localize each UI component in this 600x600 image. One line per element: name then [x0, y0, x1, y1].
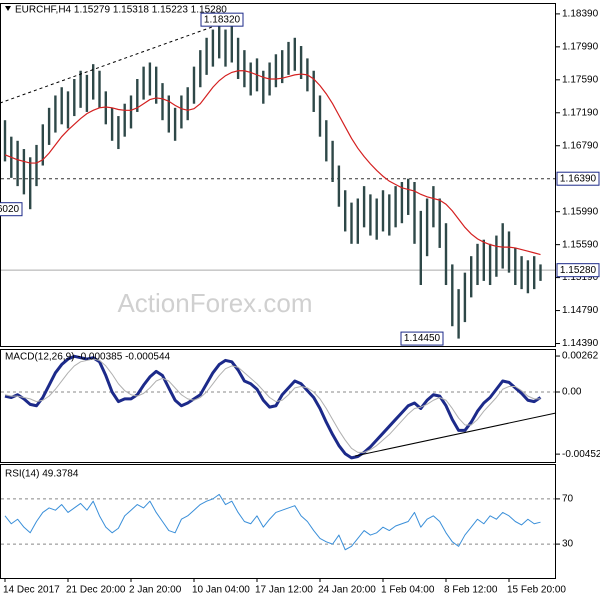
x-tick-label: 14 Dec 2017 — [3, 585, 60, 596]
price-label-box — [0, 202, 23, 217]
price-label-box — [200, 12, 244, 27]
x-tick-label: 15 Feb 20:00 — [507, 585, 566, 596]
x-tick-label: 1 Feb 04:00 — [381, 585, 435, 596]
y-tick-label: 1.15590 — [562, 239, 599, 250]
rsi-title: RSI(14) 49.3784 — [5, 469, 79, 480]
y-tick-label: 1.16790 — [562, 140, 599, 151]
y-tick-label: 70 — [562, 494, 574, 505]
price-panel — [0, 3, 556, 347]
x-tick-label: 21 Dec 20:00 — [66, 585, 126, 596]
price-label: 1.16020 — [0, 204, 20, 215]
y-tick-label: 1.15190 — [562, 272, 599, 283]
y-tick-label: -0.004526 — [562, 449, 600, 460]
x-tick-label: 24 Jan 20:00 — [318, 585, 376, 596]
y-tick-label: 1.17990 — [562, 41, 599, 52]
moving-average — [4, 70, 541, 256]
price-label: 1.18320 — [204, 14, 241, 25]
macd-title: MACD(12,26,9) -0.000385 -0.000544 — [5, 352, 171, 363]
y-tick-label: 1.17190 — [562, 107, 599, 118]
price-label-box — [400, 331, 444, 346]
x-tick-label: 2 Jan 20:00 — [129, 585, 182, 596]
x-tick-label: 17 Jan 12:00 — [255, 585, 313, 596]
indicator-line — [4, 358, 541, 453]
price-label-box — [556, 263, 600, 278]
trend-line — [0, 21, 227, 104]
price-label: 1.16390 — [560, 173, 597, 184]
menu-triangle — [5, 6, 11, 11]
macd-panel — [0, 349, 556, 463]
y-tick-label: 0.00 — [562, 387, 582, 398]
chart-title: EURCHF,H4 1.15279 1.15318 1.15223 1.1528… — [15, 5, 227, 16]
x-tick-label: 8 Feb 12:00 — [444, 585, 498, 596]
price-label: 1.14450 — [404, 333, 441, 344]
y-tick-label: 0.00262 — [562, 351, 599, 362]
y-tick-label: 1.15990 — [562, 206, 599, 217]
y-tick-label: 1.18390 — [562, 9, 599, 20]
y-tick-label: 1.17590 — [562, 74, 599, 85]
y-tick-label: 30 — [562, 539, 574, 550]
macd-trend-line — [354, 412, 557, 457]
indicator-line — [4, 354, 542, 460]
x-tick-label: 10 Jan 04:00 — [192, 585, 250, 596]
y-tick-label: 1.14790 — [562, 305, 599, 316]
indicator-line — [4, 493, 541, 551]
y-tick-label: 1.14390 — [562, 338, 599, 349]
price-label-box — [556, 171, 600, 186]
price-label: 1.15280 — [560, 265, 597, 276]
rsi-panel — [0, 464, 556, 579]
watermark: ActionForex.com — [117, 288, 312, 318]
